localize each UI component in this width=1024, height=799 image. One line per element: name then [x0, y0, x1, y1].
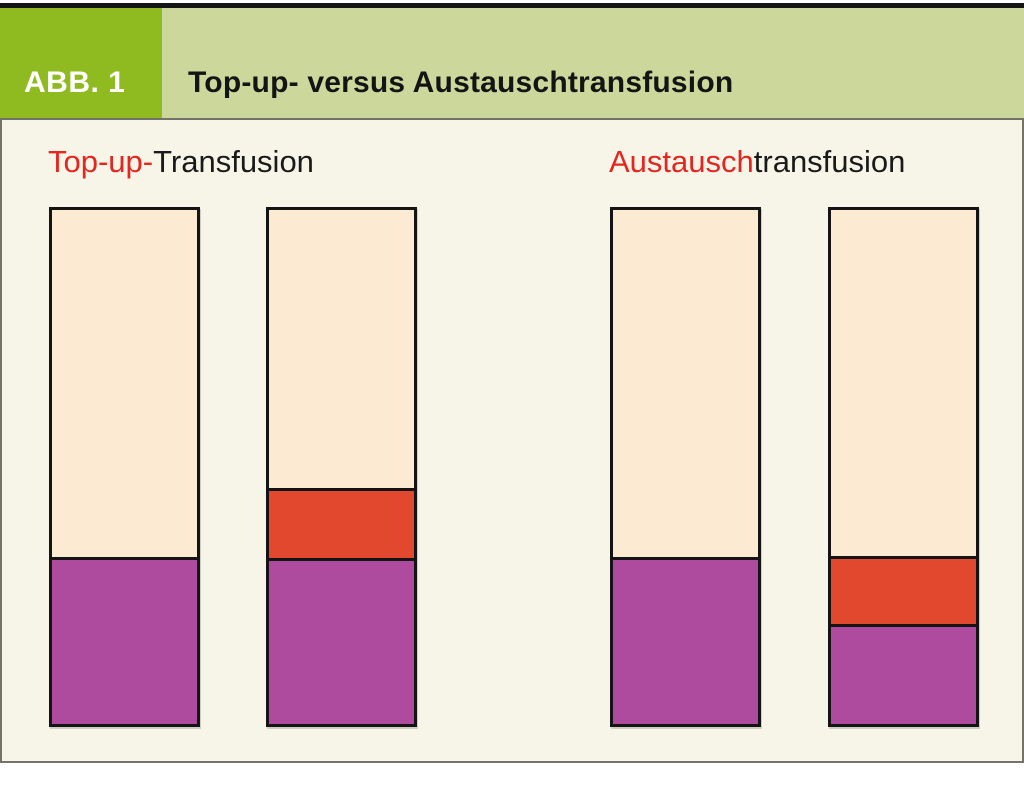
label-top-up-rest: Transfusion	[153, 144, 314, 179]
label-top-up-transfusion: Top-up-Transfusion	[48, 144, 314, 180]
bar-after-exchange	[828, 207, 979, 727]
bar-segment-red	[831, 555, 976, 625]
label-austauschtransfusion: Austauschtransfusion	[609, 144, 905, 180]
bar-segment-cream	[831, 210, 976, 556]
bar-after-top-up	[266, 207, 417, 727]
bar-segment-cream	[269, 210, 414, 489]
figure-tag-label: ABB. 1	[24, 66, 126, 99]
label-austausch-rest: transfusion	[753, 144, 906, 179]
figure-title: Top-up- versus Austauschtransfusion	[188, 66, 734, 99]
label-top-up-highlight: Top-up-	[48, 144, 154, 179]
bar-before-top-up	[49, 207, 200, 727]
bar-segment-red	[269, 488, 414, 558]
bar-segment-magenta	[831, 624, 976, 724]
bar-segment-magenta	[52, 556, 197, 724]
figure-header: ABB. 1 Top-up- versus Austauschtransfusi…	[0, 8, 1024, 118]
bar-segment-magenta	[613, 556, 758, 724]
figure-title-bar: Top-up- versus Austauschtransfusion	[162, 8, 1024, 118]
bar-before-exchange	[610, 207, 761, 727]
bar-segment-magenta	[269, 557, 414, 724]
label-austausch-highlight: Austausch	[609, 144, 754, 179]
bar-segment-cream	[613, 210, 758, 557]
top-rule	[0, 3, 1024, 8]
bar-segment-cream	[52, 210, 197, 557]
figure-panel: Top-up-Transfusion Austauschtransfusion	[0, 118, 1024, 763]
figure-tag: ABB. 1	[0, 8, 162, 118]
